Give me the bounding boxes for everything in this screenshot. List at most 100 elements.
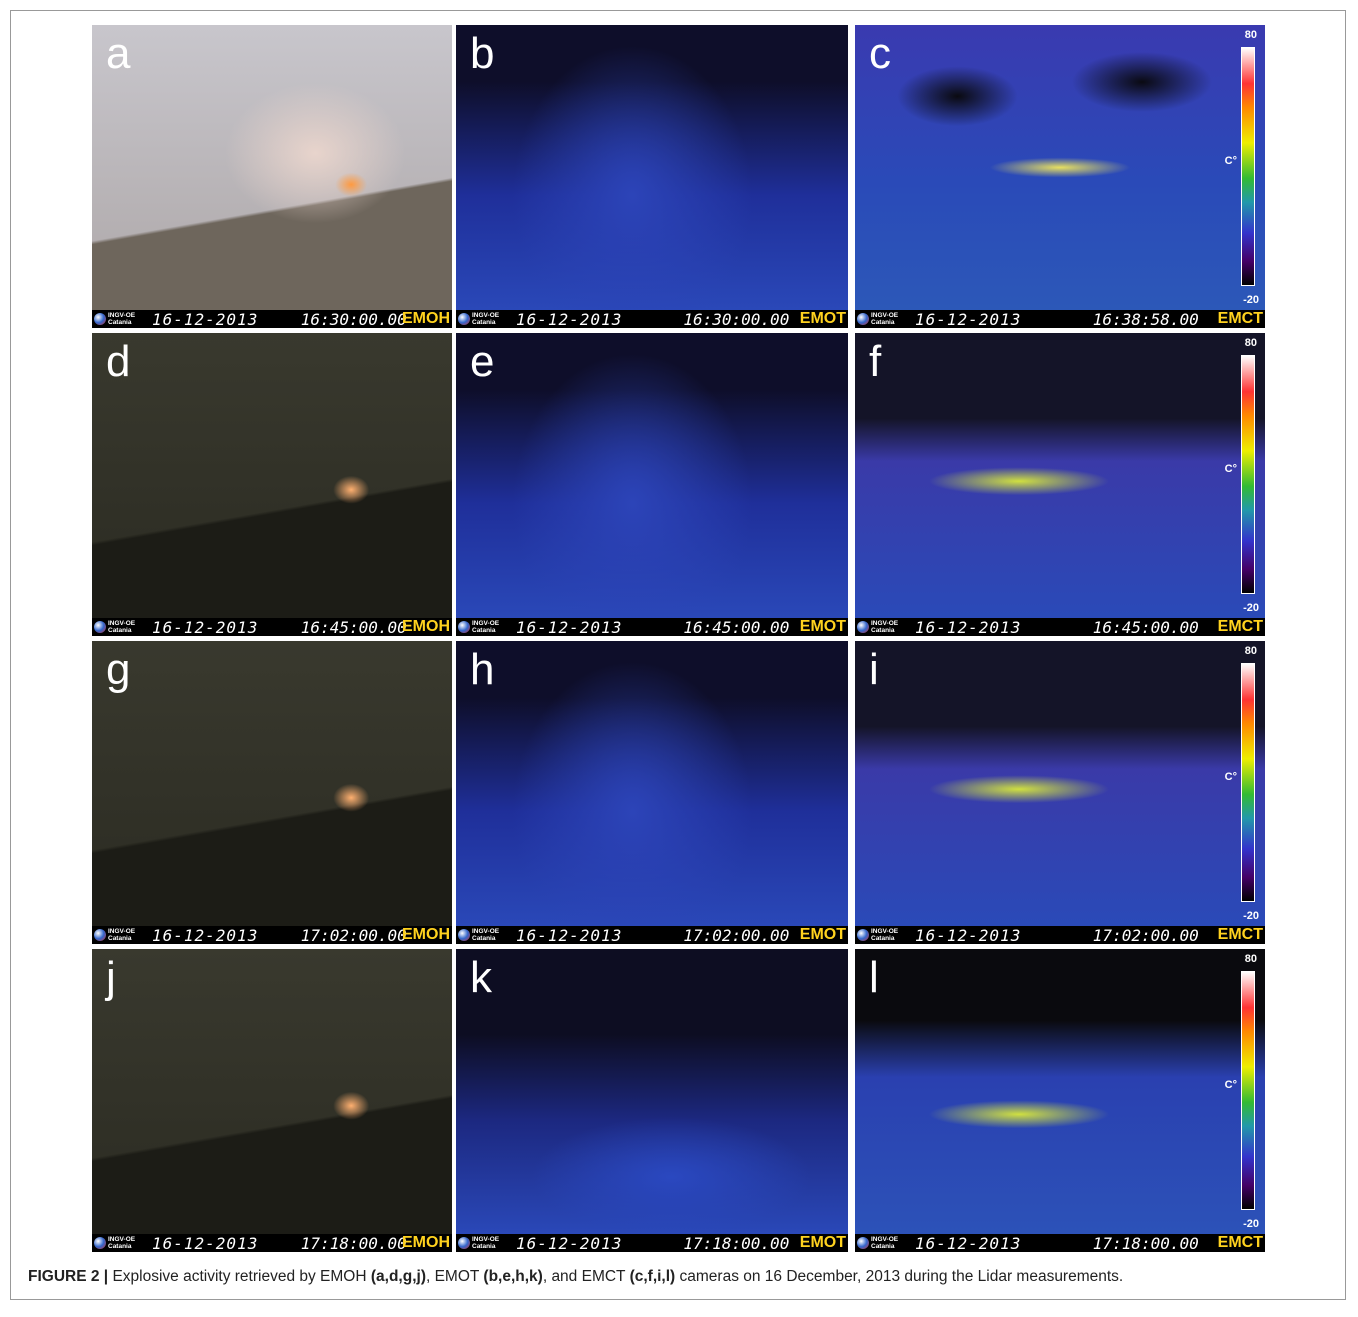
panel-label: k [470,953,492,1002]
logo-text: Catania [472,935,496,942]
time: 16:45:00.00 [300,618,407,636]
panel-label: f [869,337,882,386]
colorbar-min: -20 [1243,1218,1259,1230]
camera-image [92,25,452,310]
colorbar-unit: C° [1224,155,1237,167]
camera-image [456,25,848,310]
camera-image [92,333,452,618]
camera-image [855,333,1265,618]
logo-text: INGV-OE [108,312,136,319]
colorbar-max: 80 [1244,29,1257,41]
image-panel: j INGV-OE Catania 16-12-2013 17:18:00.00 EMOH [92,949,452,1252]
camera-image [456,949,848,1234]
image-panel: c 80 C° -20 INGV-OE Catania 16-12-2013 16:38:58… [855,25,1265,328]
date: 16-12-2013 [516,618,623,636]
logo-text: Catania [108,1243,132,1250]
caption-label: FIGURE 2 | [28,1268,109,1285]
time: 17:02:00.00 [1092,926,1199,944]
time: 17:18:00.00 [1092,1234,1199,1252]
camera-image [456,333,848,618]
date: 16-12-2013 [915,310,1022,328]
date: 16-12-2013 [152,926,259,944]
camera-name: EMCT [1217,310,1263,327]
logo-text: Catania [472,1243,496,1250]
timestamp-bar: INGV-OE Catania 16-12-2013 17:18:00.00 EMCT [855,1234,1265,1252]
camera-name: EMOH [402,1234,450,1251]
date: 16-12-2013 [915,926,1022,944]
logo-text: Catania [871,319,895,326]
time: 17:02:00.00 [683,926,790,944]
image-panel: d INGV-OE Catania 16-12-2013 16:45:00.00 EMOH [92,333,452,636]
timestamp-bar: INGV-OE Catania 16-12-2013 16:45:00.00 EMCT [855,618,1265,636]
panel-label: e [470,337,495,386]
camera-image [92,949,452,1234]
logo-icon [458,929,470,941]
colorbar-unit: C° [1224,463,1237,475]
image-panel: a INGV-OE Catania 16-12-2013 16:30:00.00 EMOH [92,25,452,328]
image-panel: l 80 C° -20 INGV-OE Catania 16-12-2013 17:18:00… [855,949,1265,1252]
camera-image [855,641,1265,926]
date: 16-12-2013 [152,1234,259,1252]
camera-image [855,25,1265,310]
panel-label: i [869,645,879,694]
colorbar [1241,971,1255,1210]
camera-image [456,641,848,926]
caption-text: cameras on 16 December, 2013 during the … [679,1268,1124,1285]
logo-text: INGV-OE [871,1236,899,1243]
panel-label: c [869,29,891,78]
camera-name: EMCT [1217,1234,1263,1251]
logo-icon [857,621,869,633]
logo-text: INGV-OE [472,312,500,319]
timestamp-bar: INGV-OE Catania 16-12-2013 16:30:00.00 EMOH [92,310,452,328]
colorbar-unit: C° [1224,771,1237,783]
date: 16-12-2013 [915,618,1022,636]
logo-text: Catania [871,1243,895,1250]
logo-icon [458,313,470,325]
date: 16-12-2013 [516,310,623,328]
logo-text: INGV-OE [871,928,899,935]
logo-text: Catania [108,319,132,326]
camera-image [855,949,1265,1234]
panel-label: j [106,953,116,1002]
colorbar-max: 80 [1244,337,1257,349]
camera-name: EMOT [799,618,846,635]
image-panel: h INGV-OE Catania 16-12-2013 17:02:00.00 EMOT [456,641,848,944]
camera-name: EMOH [402,926,450,943]
time: 16:45:00.00 [1092,618,1199,636]
logo-text: Catania [108,935,132,942]
logo-icon [94,1237,106,1249]
panel-label: d [106,337,131,386]
camera-name: EMOT [799,310,846,327]
image-panel: e INGV-OE Catania 16-12-2013 16:45:00.00 EMOT [456,333,848,636]
camera-name: EMCT [1217,926,1263,943]
logo-text: Catania [472,627,496,634]
timestamp-bar: INGV-OE Catania 16-12-2013 17:18:00.00 EMOT [456,1234,848,1252]
timestamp-bar: INGV-OE Catania 16-12-2013 16:30:00.00 EMOT [456,310,848,328]
timestamp-bar: INGV-OE Catania 16-12-2013 16:45:00.00 EMOH [92,618,452,636]
date: 16-12-2013 [152,618,259,636]
time: 16:45:00.00 [683,618,790,636]
caption: FIGURE 2 | Explosive activity retrieved … [28,1268,1123,1286]
logo-text: INGV-OE [472,1236,500,1243]
time: 16:30:00.00 [300,310,407,328]
date: 16-12-2013 [516,1234,623,1252]
logo-text: INGV-OE [108,928,136,935]
logo-text: INGV-OE [108,620,136,627]
logo-text: INGV-OE [472,928,500,935]
camera-image [92,641,452,926]
panel-label: l [869,953,879,1002]
panel-label: g [106,645,131,694]
colorbar-min: -20 [1243,294,1259,306]
image-panel: f 80 C° -20 INGV-OE Catania 16-12-2013 16:45:00… [855,333,1265,636]
timestamp-bar: INGV-OE Catania 16-12-2013 17:18:00.00 EMOH [92,1234,452,1252]
logo-text: INGV-OE [108,1236,136,1243]
logo-icon [857,1237,869,1249]
timestamp-bar: INGV-OE Catania 16-12-2013 16:45:00.00 EMOT [456,618,848,636]
colorbar [1241,663,1255,902]
camera-name: EMOH [402,618,450,635]
logo-icon [458,621,470,633]
logo-text: Catania [871,935,895,942]
logo-icon [94,621,106,633]
image-panel: k INGV-OE Catania 16-12-2013 17:18:00.00 EMOT [456,949,848,1252]
colorbar-max: 80 [1244,953,1257,965]
